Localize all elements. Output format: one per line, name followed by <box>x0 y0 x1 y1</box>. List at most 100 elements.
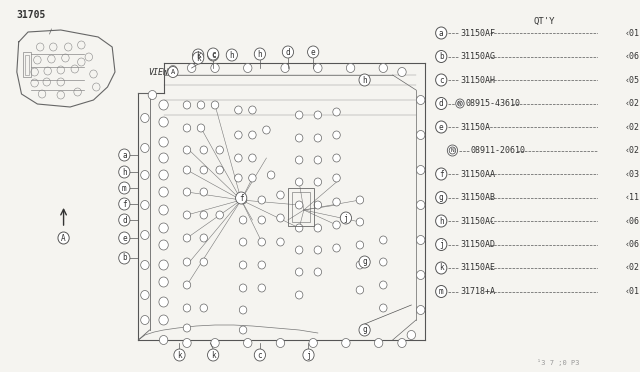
Text: a: a <box>439 29 444 38</box>
Circle shape <box>417 235 425 244</box>
Text: c: c <box>211 51 216 60</box>
Text: j: j <box>306 350 311 359</box>
Circle shape <box>159 277 168 287</box>
Circle shape <box>200 211 207 219</box>
Circle shape <box>141 144 149 153</box>
Text: c: c <box>257 350 262 359</box>
Text: e: e <box>122 234 127 243</box>
Circle shape <box>281 64 289 73</box>
Circle shape <box>436 74 447 86</box>
Text: h: h <box>257 49 262 58</box>
Text: ‹02›: ‹02› <box>625 263 640 273</box>
Text: ‹03›: ‹03› <box>625 170 640 179</box>
Circle shape <box>249 131 256 139</box>
Circle shape <box>183 124 191 132</box>
Circle shape <box>346 64 355 73</box>
Circle shape <box>333 131 340 139</box>
Circle shape <box>197 124 205 132</box>
Circle shape <box>296 111 303 119</box>
Circle shape <box>249 106 256 114</box>
Circle shape <box>296 291 303 299</box>
Circle shape <box>239 284 247 292</box>
Text: 31718+A: 31718+A <box>460 287 495 296</box>
Bar <box>24 52 31 77</box>
Circle shape <box>141 170 149 180</box>
Text: b: b <box>122 253 127 263</box>
Circle shape <box>258 216 266 224</box>
Circle shape <box>183 234 191 242</box>
Circle shape <box>249 154 256 162</box>
Circle shape <box>436 262 447 274</box>
Circle shape <box>436 238 447 250</box>
Circle shape <box>436 168 447 180</box>
Circle shape <box>141 231 149 240</box>
Circle shape <box>407 330 415 340</box>
Circle shape <box>183 211 191 219</box>
Circle shape <box>119 166 130 178</box>
Circle shape <box>141 315 149 324</box>
Circle shape <box>436 51 447 62</box>
Circle shape <box>268 171 275 179</box>
Circle shape <box>235 131 242 139</box>
Circle shape <box>159 117 168 127</box>
Text: k: k <box>211 350 216 359</box>
Circle shape <box>258 261 266 269</box>
Circle shape <box>436 97 447 109</box>
Circle shape <box>141 201 149 209</box>
Text: 31150AC: 31150AC <box>460 217 495 225</box>
Circle shape <box>239 216 247 224</box>
Circle shape <box>374 339 383 347</box>
Circle shape <box>296 201 303 209</box>
Circle shape <box>333 154 340 162</box>
Text: ‹06›: ‹06› <box>625 240 640 249</box>
Circle shape <box>159 137 168 147</box>
Text: ¹3 7 ;0 P3: ¹3 7 ;0 P3 <box>537 359 580 366</box>
Circle shape <box>159 205 168 215</box>
Text: N: N <box>451 148 454 153</box>
Circle shape <box>303 349 314 361</box>
Text: g: g <box>362 326 367 334</box>
Text: e: e <box>439 122 444 131</box>
Text: d: d <box>285 48 291 57</box>
Circle shape <box>141 291 149 299</box>
Circle shape <box>159 153 168 163</box>
Circle shape <box>296 224 303 232</box>
Text: 31150AG: 31150AG <box>460 52 495 61</box>
Circle shape <box>314 64 322 73</box>
Text: g: g <box>439 193 444 202</box>
Circle shape <box>207 48 219 60</box>
Circle shape <box>200 188 207 196</box>
Text: 31150AD: 31150AD <box>460 240 495 249</box>
Circle shape <box>235 106 242 114</box>
Circle shape <box>159 187 168 197</box>
Circle shape <box>436 192 447 203</box>
Text: f: f <box>122 199 127 208</box>
Text: m: m <box>439 287 444 296</box>
Circle shape <box>254 349 266 361</box>
Circle shape <box>200 258 207 266</box>
Circle shape <box>239 306 247 314</box>
Circle shape <box>168 67 178 77</box>
Text: ‹01›: ‹01› <box>625 29 640 38</box>
Circle shape <box>314 224 321 232</box>
Circle shape <box>333 221 340 229</box>
Circle shape <box>236 192 247 204</box>
Circle shape <box>276 191 284 199</box>
Text: 08911-20610: 08911-20610 <box>470 146 525 155</box>
Circle shape <box>359 324 370 336</box>
Circle shape <box>159 297 168 307</box>
Text: 31150AF: 31150AF <box>460 29 495 38</box>
Text: c: c <box>211 49 216 58</box>
Circle shape <box>239 238 247 246</box>
Text: k: k <box>196 51 200 60</box>
Circle shape <box>197 101 205 109</box>
Circle shape <box>216 166 223 174</box>
Text: A: A <box>171 69 175 75</box>
Circle shape <box>183 166 191 174</box>
Circle shape <box>296 134 303 142</box>
Text: m: m <box>122 183 127 192</box>
Circle shape <box>249 174 256 182</box>
Circle shape <box>340 212 351 224</box>
Circle shape <box>159 223 168 233</box>
Text: k: k <box>177 350 182 359</box>
